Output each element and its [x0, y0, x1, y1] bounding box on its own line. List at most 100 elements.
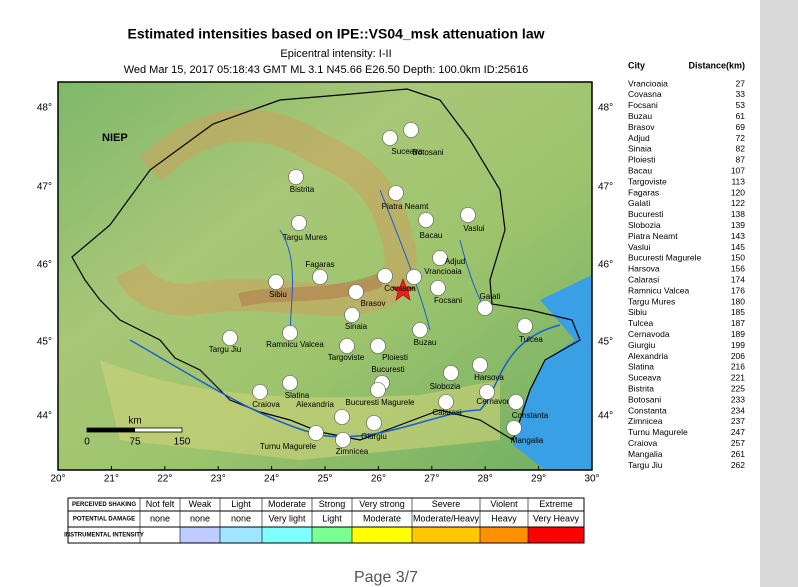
lat-label: 48° — [598, 103, 613, 114]
danube-river — [129, 324, 561, 438]
table-distance: 113 — [731, 176, 745, 186]
intensity-color — [140, 527, 180, 543]
city-label: Slobozia — [430, 382, 461, 391]
table-city: Sinaia — [628, 144, 652, 154]
table-city: Harsova — [628, 264, 660, 274]
city-label: Vrancioaia — [424, 267, 462, 276]
table-distance: 27 — [736, 78, 746, 88]
legend-row-label: PERCEIVED SHAKING — [72, 502, 136, 508]
scale-bar-segment — [87, 428, 135, 432]
city-label: Targoviste — [328, 353, 365, 362]
table-city: Buzau — [628, 111, 652, 121]
legend-cell: Very light — [268, 513, 306, 523]
city-marker — [282, 375, 298, 391]
city-label: Tulcea — [519, 335, 543, 344]
legend-cell: Moderate/Heavy — [413, 513, 480, 523]
city-label: Targu Jiu — [209, 345, 241, 354]
city-marker — [443, 365, 459, 381]
table-city: Turnu Magurele — [628, 427, 688, 437]
intensity-color — [412, 527, 480, 543]
city-marker — [406, 269, 422, 285]
city-marker — [460, 207, 476, 223]
scale-label: 0 — [84, 437, 90, 448]
city-marker — [344, 307, 360, 323]
table-city: Vrancioaia — [628, 78, 668, 88]
city-marker — [377, 268, 393, 284]
scale-label: 150 — [174, 437, 191, 448]
table-city: Botosani — [628, 394, 661, 404]
table-city: Zimnicea — [628, 416, 663, 426]
table-city: Giurgiu — [628, 340, 656, 350]
legend-cell: Weak — [189, 499, 212, 509]
legend-cell: Heavy — [491, 513, 517, 523]
table-city: Bistrita — [628, 383, 654, 393]
table-distance: 257 — [731, 438, 745, 448]
legend-cell: Extreme — [539, 499, 573, 509]
lat-label: 48° — [37, 103, 52, 114]
table-city: Slobozia — [628, 220, 661, 230]
legend-cell: Light — [231, 499, 251, 509]
city-marker — [282, 325, 298, 341]
city-label: Harsova — [474, 373, 504, 382]
city-marker — [479, 384, 495, 400]
city-marker — [339, 338, 355, 354]
city-markers: 20° 21° 22° 23° 24° 25° 26° 27° 28° 29° 30° 48° 48° 4… — [37, 103, 613, 485]
legend-cell: Moderate — [268, 499, 306, 509]
table-distance: 261 — [731, 449, 745, 459]
city-marker — [412, 322, 428, 338]
page-number: Page 3/7 — [354, 569, 418, 586]
viewer-margin — [760, 0, 798, 587]
table-city: Mangalia — [628, 449, 663, 459]
legend-cell: Severe — [432, 499, 461, 509]
legend-cell: Not felt — [146, 499, 175, 509]
table-distance: 237 — [731, 416, 745, 426]
lon-label: 22° — [157, 474, 172, 485]
city-label: Turnu Magurele — [260, 442, 317, 451]
table-city: Galati — [628, 198, 650, 208]
lat-label: 44° — [598, 411, 613, 422]
city-label: Vaslui — [463, 224, 484, 233]
city-label: Sinaia — [345, 322, 368, 331]
scale-label: 75 — [129, 437, 141, 448]
carpathians — [115, 109, 417, 317]
legend-row-label: INSTRUMENTAL INTENSITY — [64, 533, 144, 539]
table-city: Constanta — [628, 405, 667, 415]
lon-label: 20° — [50, 474, 65, 485]
city-marker — [506, 420, 522, 436]
table-distance: 180 — [731, 296, 745, 306]
intensity-color — [480, 527, 528, 543]
city-label: Adjud — [445, 257, 465, 266]
table-distance: 187 — [731, 318, 745, 328]
table-distance: 69 — [736, 122, 746, 132]
table-city: Bucuresti — [628, 209, 664, 219]
table-distance: 145 — [731, 242, 745, 252]
city-marker — [291, 215, 307, 231]
city-label: Brasov — [361, 299, 386, 308]
agency-label: NIEP — [102, 132, 128, 144]
city-label: Bucuresti — [371, 365, 405, 374]
legend-cell: Moderate — [363, 513, 401, 523]
table-header: City — [628, 60, 645, 70]
city-marker — [348, 284, 364, 300]
table-distance: 185 — [731, 307, 745, 317]
lon-label: 26° — [371, 474, 386, 485]
legend-row-label: POTENTIAL DAMAGE — [73, 517, 135, 523]
table-distance: 122 — [731, 198, 745, 208]
city-marker — [382, 130, 398, 146]
table-distance: 82 — [736, 144, 746, 154]
title: Estimated intensities based on IPE::VS04… — [127, 26, 544, 42]
table-city: Piatra Neamt — [628, 231, 678, 241]
lat-label: 46° — [37, 260, 52, 271]
city-marker — [370, 382, 386, 398]
legend-cell: none — [150, 513, 170, 523]
table-distance: 234 — [731, 405, 745, 415]
lon-label: 29° — [531, 474, 546, 485]
table-distance: 221 — [731, 373, 745, 383]
country-border — [71, 88, 581, 441]
danube-plain — [100, 360, 500, 460]
lat-label: 45° — [598, 337, 613, 348]
city-label: Constanta — [512, 411, 549, 420]
table-distance: 262 — [731, 460, 745, 470]
city-marker — [517, 318, 533, 334]
